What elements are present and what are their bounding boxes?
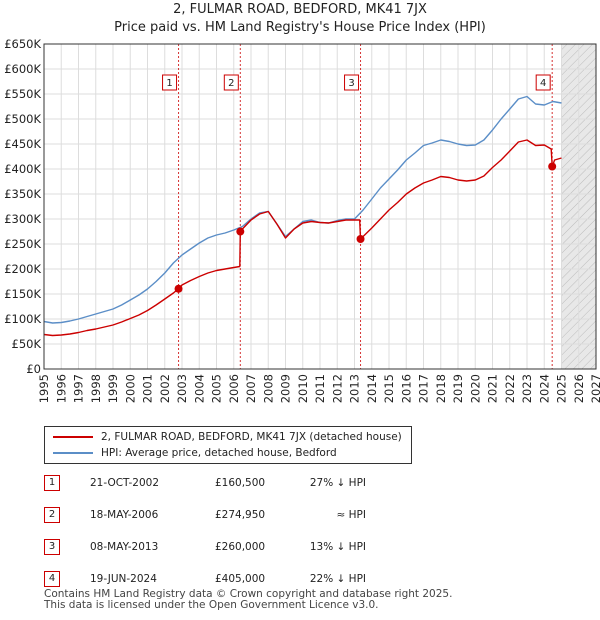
x-tick-label-10: 2005: [210, 374, 224, 403]
x-tick-label-9: 2004: [192, 374, 206, 403]
sale-badge-2: 2: [44, 507, 60, 523]
legend-item-property: 2, FULMAR ROAD, BEDFORD, MK41 7JX (detac…: [53, 430, 402, 444]
x-tick-label-8: 2003: [175, 374, 189, 403]
x-tick-label-29: 2024: [537, 374, 551, 403]
chart-plot: £0 £50K £100K £150K £200K £250K £300K £350K £400…: [4, 37, 600, 403]
x-tick-label-13: 2008: [261, 374, 275, 403]
x-tick-label-5: 2000: [123, 374, 137, 403]
x-tick-label-14: 2009: [279, 374, 293, 403]
y-tick-label-4: £200K: [4, 262, 41, 276]
y-tick-label-11: £550K: [4, 87, 41, 101]
chart-subtitle: Price paid vs. HM Land Registry's House …: [114, 20, 486, 35]
y-tick-label-7: £350K: [4, 187, 41, 201]
sale-price-2: £274,950: [215, 509, 266, 521]
legend-label-hpi: HPI: Average price, detached house, Bedf…: [101, 447, 337, 459]
sale-price-1: £160,500: [215, 477, 266, 489]
x-tick-label-1: 1996: [54, 374, 68, 403]
x-tick-label-23: 2018: [434, 374, 448, 403]
sale-price-3: £260,000: [215, 541, 266, 553]
x-tick-label-24: 2019: [451, 374, 465, 403]
sale-badge-3: 3: [44, 539, 60, 555]
sale-point-3: [356, 235, 365, 243]
x-tick-label-3: 1998: [89, 374, 103, 403]
legend-label-property: 2, FULMAR ROAD, BEDFORD, MK41 7JX (detac…: [101, 431, 402, 443]
x-tick-label-0: 1995: [37, 374, 51, 403]
y-tick-label-10: £500K: [4, 112, 41, 126]
y-tick-label-3: £150K: [4, 287, 41, 301]
x-tick-label-12: 2007: [244, 374, 258, 403]
x-tick-label-17: 2012: [330, 374, 344, 403]
sale-row-2: 2 18-MAY-2006 £274,950 ≈ HPI: [44, 506, 444, 538]
x-tick-label-16: 2011: [313, 374, 327, 403]
x-tick-label-4: 1999: [106, 374, 120, 403]
sales-table: 1 21-OCT-2002 £160,500 27% ↓ HPI 2 18-MA…: [44, 474, 444, 602]
x-tick-label-27: 2022: [503, 374, 517, 403]
sale-row-4: 4 19-JUN-2024 £405,000 22% ↓ HPI: [44, 570, 444, 602]
sale-point-1: [174, 284, 183, 293]
y-tick-label-12: £600K: [4, 62, 41, 76]
x-tick-label-25: 2020: [468, 374, 482, 403]
legend: 2, FULMAR ROAD, BEDFORD, MK41 7JX (detac…: [44, 426, 412, 464]
legend-item-hpi: HPI: Average price, detached house, Bedf…: [53, 446, 337, 460]
sale-date-1: 21-OCT-2002: [90, 477, 159, 489]
sale-box-2: [223, 74, 239, 91]
sale-badge-4: 4: [44, 571, 60, 587]
plot-border: [43, 43, 597, 370]
sale-point-4: [548, 162, 557, 171]
property-series-line: [43, 139, 562, 337]
sale-row-3: 3 08-MAY-2013 £260,000 13% ↓ HPI: [44, 538, 444, 570]
x-tick-label-15: 2010: [296, 374, 310, 403]
x-tick-label-11: 2006: [227, 374, 241, 403]
sale-box-label-1: 1: [166, 78, 172, 89]
x-tick-label-26: 2021: [486, 374, 500, 403]
y-tick-label-5: £250K: [4, 237, 41, 251]
sale-box-label-3: 3: [348, 78, 354, 89]
sale-box-label-4: 4: [540, 78, 546, 89]
sale-date-4: 19-JUN-2024: [90, 573, 157, 585]
y-tick-label-9: £450K: [4, 137, 41, 151]
x-tick-label-20: 2015: [382, 374, 396, 403]
sale-date-2: 18-MAY-2006: [90, 509, 159, 521]
sale-point-2: [236, 227, 245, 236]
footer-licence: This data is licensed under the Open Gov…: [44, 599, 379, 611]
x-tick-label-28: 2023: [520, 374, 534, 403]
sale-delta-1: 27% ↓ HPI: [309, 477, 366, 489]
y-tick-label-6: £300K: [4, 212, 41, 226]
x-tick-label-2: 1997: [72, 374, 86, 403]
x-tick-label-21: 2016: [399, 374, 413, 403]
y-tick-label-0: £0: [26, 362, 41, 376]
sale-box-3: [344, 74, 360, 91]
x-tick-label-6: 2001: [141, 374, 155, 403]
x-tick-label-22: 2017: [417, 374, 431, 403]
footer-copyright: Contains HM Land Registry data © Crown c…: [44, 588, 453, 600]
x-tick-label-32: 2027: [589, 374, 600, 403]
sale-date-3: 08-MAY-2013: [90, 541, 159, 553]
hpi-series-line: [43, 95, 562, 324]
y-tick-label-1: £50K: [12, 337, 42, 351]
x-tick-label-18: 2013: [348, 374, 362, 403]
chart-title: 2, FULMAR ROAD, BEDFORD, MK41 7JX: [173, 2, 427, 17]
sale-box-1: [162, 74, 178, 91]
y-tick-label-8: £400K: [4, 162, 41, 176]
property-line-swatch: [53, 436, 93, 438]
sale-box-label-2: 2: [228, 78, 234, 89]
sale-delta-4: 22% ↓ HPI: [309, 573, 366, 585]
sale-box-4: [535, 74, 551, 91]
footer: Contains HM Land Registry data © Crown c…: [44, 589, 452, 611]
y-tick-label-13: £650K: [4, 37, 41, 51]
sale-row-1: 1 21-OCT-2002 £160,500 27% ↓ HPI: [44, 474, 444, 506]
sale-badge-1: 1: [44, 475, 60, 491]
x-tick-label-31: 2026: [572, 374, 586, 403]
x-tick-label-30: 2025: [555, 374, 569, 403]
x-tick-label-7: 2002: [158, 374, 172, 403]
sale-price-4: £405,000: [215, 573, 266, 585]
y-tick-label-2: £100K: [4, 312, 41, 326]
sale-delta-3: 13% ↓ HPI: [309, 541, 366, 553]
sale-delta-2: ≈ HPI: [336, 509, 366, 521]
x-tick-label-19: 2014: [365, 374, 379, 403]
hpi-line-swatch: [53, 452, 93, 454]
